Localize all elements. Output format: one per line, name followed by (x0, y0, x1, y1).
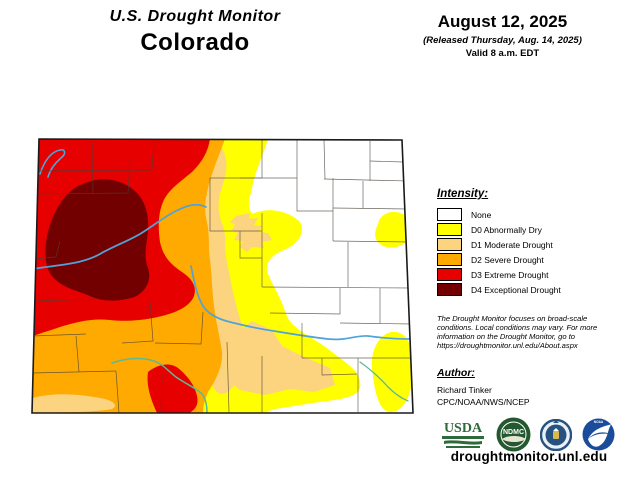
commerce-seal-logo (540, 418, 573, 451)
legend-label: D4 Exceptional Drought (471, 284, 561, 295)
intensity-legend: Intensity: None D0 Abnormally Dry D1 Mod… (437, 188, 612, 297)
ndmc-logo: NDMC (496, 417, 531, 452)
colorado-river (32, 203, 207, 270)
legend-swatch-d2 (437, 253, 462, 266)
drought-region-d0-se-blob (371, 331, 413, 413)
legend-item-d0: D0 Abnormally Dry (437, 222, 612, 237)
legend-swatch-d3 (437, 268, 462, 281)
state-name: Colorado (140, 29, 250, 56)
county-boundaries (32, 139, 412, 413)
usda-logo-text: USDA (444, 421, 483, 436)
legend-swatch-d4 (437, 283, 462, 296)
author-block: Author: Richard Tinker CPC/NOAA/NWS/NCEP (437, 367, 609, 407)
drought-region-d4-blob (45, 179, 150, 301)
legend-item-d3: D3 Extreme Drought (437, 267, 612, 282)
title-block: U.S. Drought Monitor Colorado (60, 8, 330, 57)
author-name: Richard Tinker (437, 385, 492, 395)
noaa-logo: NOAA (582, 418, 615, 451)
legend-label: D1 Moderate Drought (471, 239, 553, 250)
site-url: droughtmonitor.unl.edu (450, 449, 608, 464)
se-stream (359, 361, 409, 402)
author-org: CPC/NOAA/NWS/NCEP (437, 397, 530, 407)
legend-label: D3 Extreme Drought (471, 269, 549, 280)
drought-region-d1-se-patch (222, 321, 335, 395)
legend-swatch-none (437, 208, 462, 221)
legend-swatch-d0 (437, 223, 462, 236)
legend-label: None (471, 209, 492, 220)
drought-region-d3-south-streak (147, 364, 198, 413)
legend-swatch-d1 (437, 238, 462, 251)
drought-region-d0-east-blob (375, 211, 412, 248)
usda-logo: USDA (442, 421, 484, 448)
rio-grande-river (111, 357, 208, 413)
legend-item-d1: D1 Moderate Drought (437, 237, 612, 252)
valid-time: Valid 8 a.m. EDT (465, 48, 540, 59)
disclaimer-text: The Drought Monitor focuses on broad-sca… (437, 314, 598, 350)
drought-region-d1-sw-strip (32, 394, 116, 413)
yampa-river (39, 149, 66, 178)
ndmc-logo-text: NDMC (503, 429, 524, 436)
rivers-green (111, 357, 409, 413)
legend-item-none: None (437, 207, 612, 222)
legend-label: D2 Severe Drought (471, 254, 544, 265)
legend-item-d2: D2 Severe Drought (437, 252, 612, 267)
legend-label: D0 Abnormally Dry (471, 224, 542, 235)
released-date: (Released Thursday, Aug. 14, 2025) (423, 35, 582, 46)
legend-heading: Intensity: (437, 188, 489, 200)
legend-item-d4: D4 Exceptional Drought (437, 282, 612, 297)
page-title: U.S. Drought Monitor (109, 8, 281, 25)
date-block: August 12, 2025 (Released Thursday, Aug.… (410, 12, 595, 59)
rivers-blue (32, 149, 413, 341)
arkansas-river (190, 265, 413, 341)
map-date: August 12, 2025 (437, 12, 568, 31)
legend-list: None D0 Abnormally Dry D1 Moderate Droug… (437, 207, 612, 297)
noaa-logo-text: NOAA (594, 420, 604, 424)
author-heading: Author: (437, 367, 475, 379)
logo-row: USDA NDMC NOAA (440, 417, 615, 452)
state-border (31, 138, 414, 414)
drought-region-d1-denver-patch (230, 213, 272, 252)
